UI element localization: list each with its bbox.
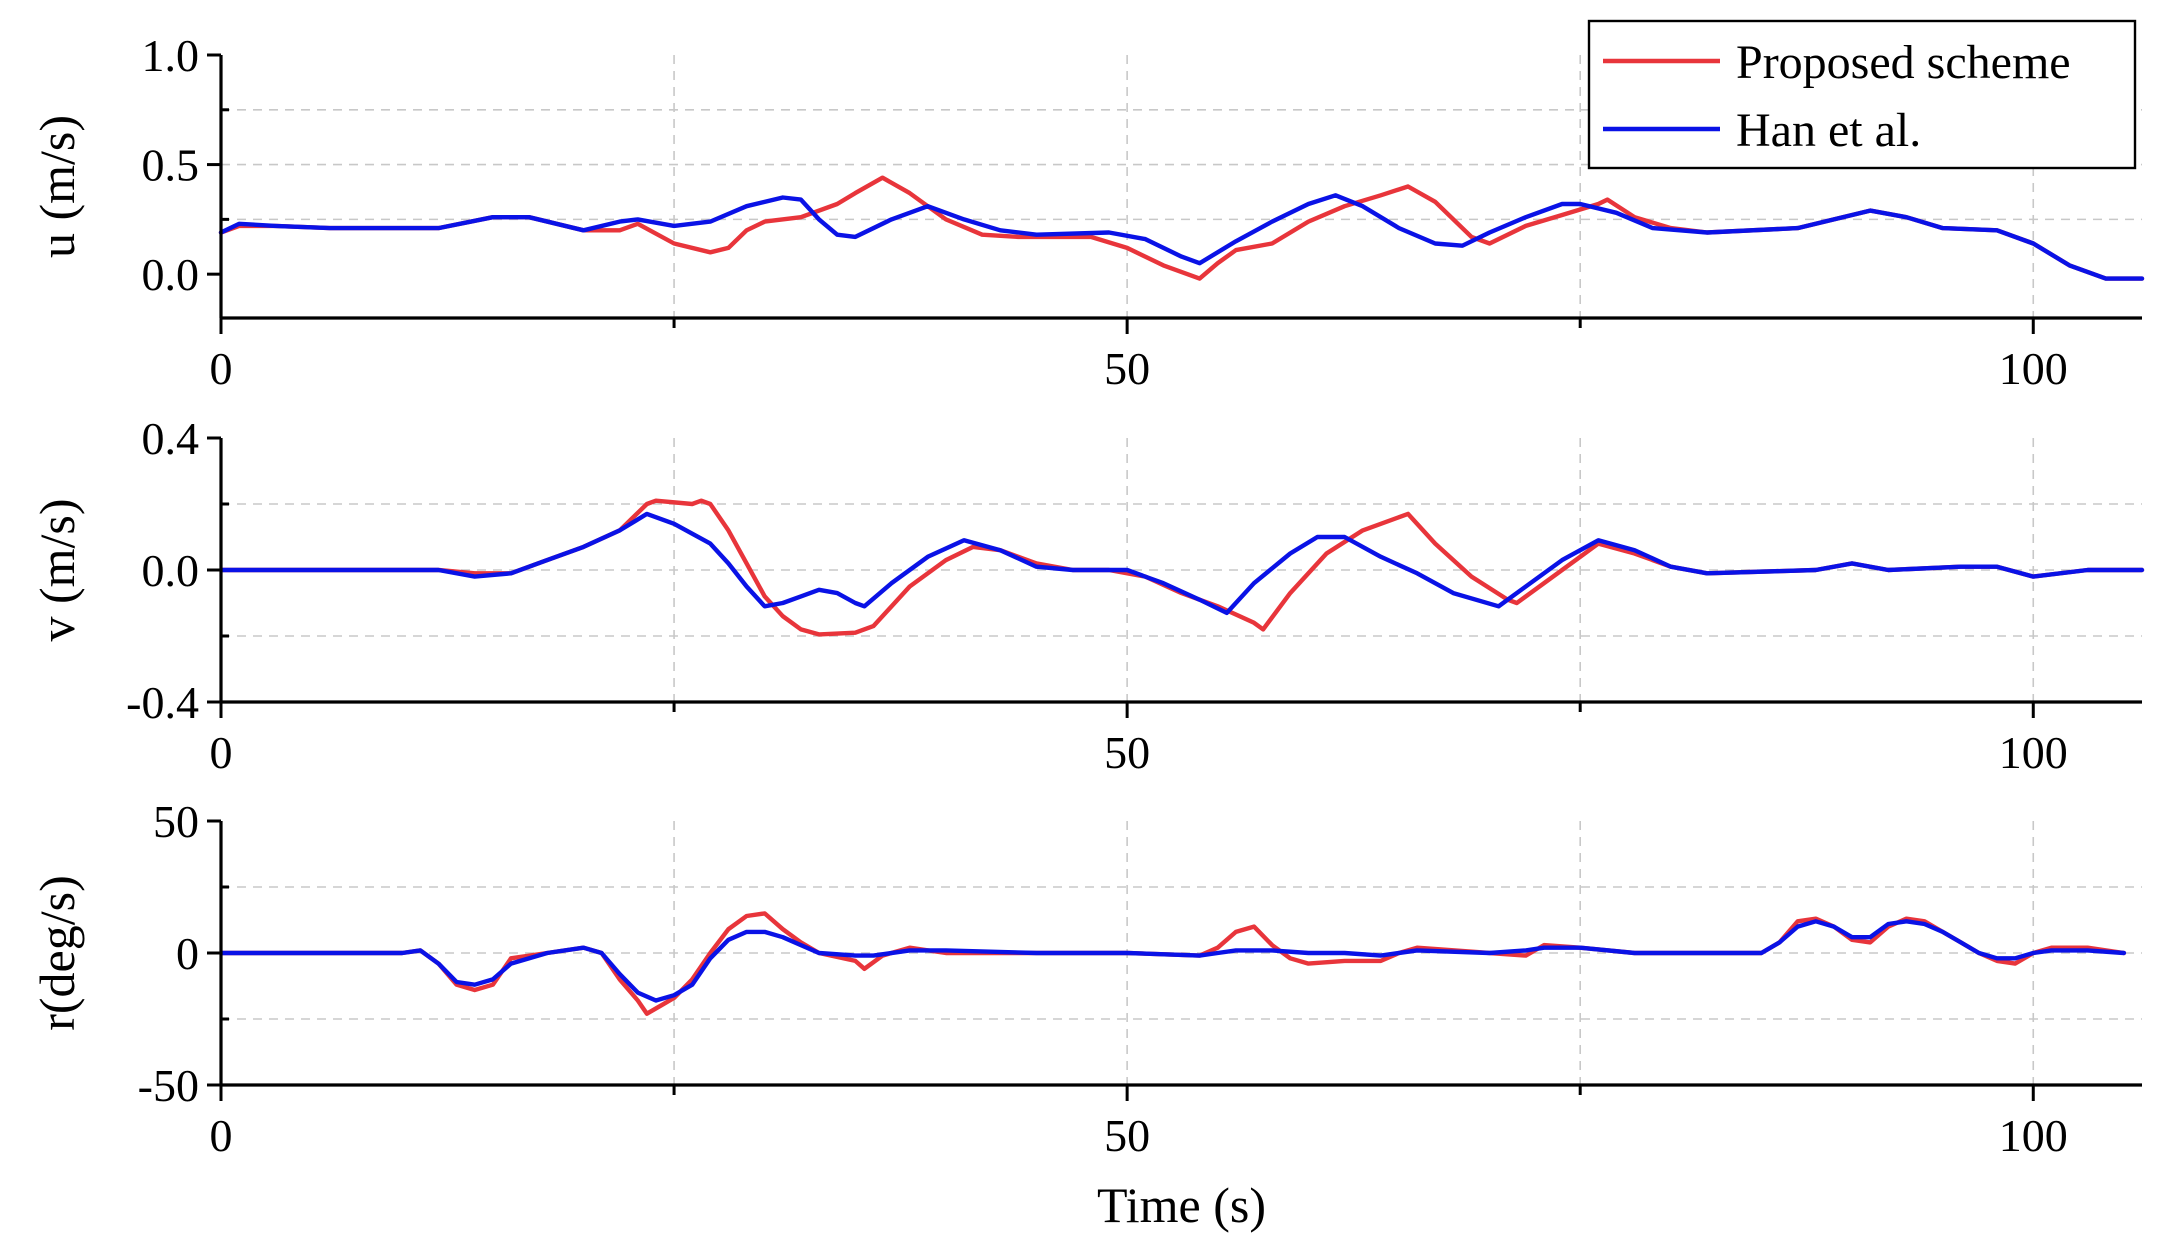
- y-tick-label: 0.0: [142, 249, 200, 300]
- legend-box: [1587, 19, 2137, 170]
- x-tick-label: 0: [210, 1110, 233, 1161]
- x-tick-label: 100: [1999, 343, 2068, 394]
- series-line-han-et-al: [218, 193, 2145, 281]
- x-tick-label: 0: [210, 727, 233, 778]
- panel-v: 0.4 0.0 -0.40 50 100 v (m/s): [29, 413, 2145, 778]
- x-tick-label: 100: [1999, 1110, 2068, 1161]
- y-tick-label: 1.0: [142, 30, 200, 81]
- y-tick-label: 0.0: [142, 545, 200, 596]
- panel-u: 1.0 0.5 0.00 50 100 u (m/s): [29, 30, 2145, 394]
- y-tick-label: 0: [176, 928, 199, 979]
- y-tick-label: -50: [138, 1060, 199, 1111]
- series-line-han-et-al: [218, 919, 2127, 1003]
- y-axis-title: v (m/s): [29, 498, 85, 641]
- legend-label: Han et al.: [1736, 104, 1921, 157]
- x-tick-label: 50: [1104, 727, 1150, 778]
- series-line-proposed-scheme: [218, 175, 2145, 281]
- x-tick-label: 50: [1104, 343, 1150, 394]
- x-tick-label: 100: [1999, 727, 2068, 778]
- series-line-proposed-scheme: [218, 498, 2145, 637]
- x-tick-label: 0: [210, 343, 233, 394]
- x-axis-title: Time (s): [1097, 1177, 1266, 1233]
- y-axis-title: r(deg/s): [29, 875, 85, 1031]
- y-tick-label: 0.4: [142, 413, 200, 464]
- legend: Proposed scheme Han et al.: [1587, 19, 2137, 170]
- series-line-han-et-al: [218, 511, 2145, 616]
- y-tick-label: -0.4: [126, 677, 199, 728]
- y-axis-title: u (m/s): [29, 115, 85, 258]
- y-tick-label: 50: [153, 796, 199, 847]
- legend-label: Proposed scheme: [1736, 36, 2071, 89]
- x-tick-label: 50: [1104, 1110, 1150, 1161]
- y-tick-label: 0.5: [142, 140, 200, 191]
